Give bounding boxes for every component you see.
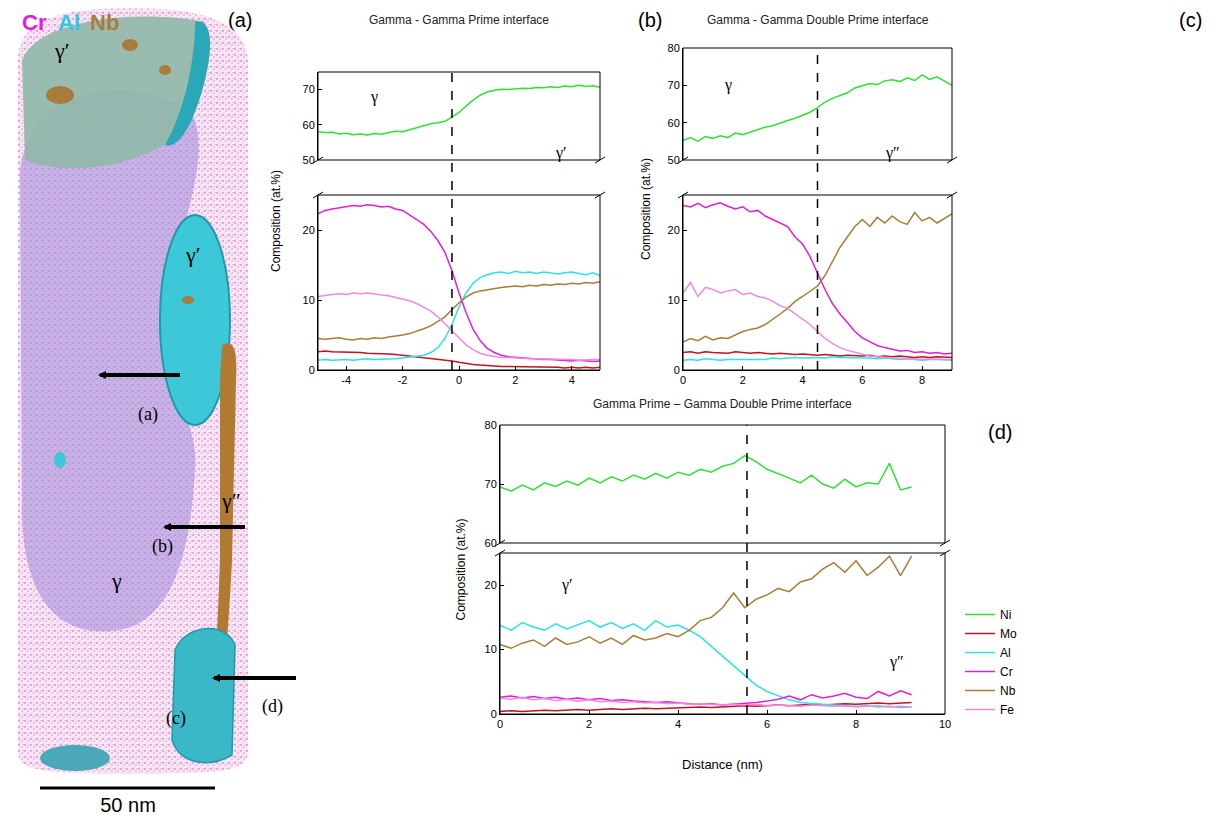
svg-text:70: 70 — [485, 478, 497, 490]
svg-text:(c): (c) — [1179, 9, 1202, 31]
svg-text:-2: -2 — [398, 374, 408, 386]
svg-text:(d): (d) — [262, 696, 283, 717]
svg-text:10: 10 — [303, 294, 315, 306]
svg-text:γ″: γ″ — [885, 144, 900, 162]
svg-text:(b): (b) — [638, 9, 662, 31]
svg-text:80: 80 — [485, 419, 497, 431]
svg-text:20: 20 — [485, 579, 497, 591]
svg-text:2: 2 — [586, 718, 592, 730]
svg-text:0: 0 — [497, 718, 503, 730]
svg-text:8: 8 — [919, 374, 925, 386]
svg-text:Cr: Cr — [22, 10, 47, 35]
svg-text:0: 0 — [309, 364, 315, 376]
svg-text:γ: γ — [111, 568, 122, 593]
svg-text:(a): (a) — [228, 9, 252, 31]
svg-text:50: 50 — [668, 154, 680, 166]
svg-text:-4: -4 — [341, 374, 351, 386]
svg-text:4: 4 — [569, 374, 575, 386]
svg-text:70: 70 — [303, 83, 315, 95]
svg-text:γ′: γ′ — [555, 144, 567, 162]
svg-text:0: 0 — [674, 364, 680, 376]
svg-text:Gamma - Gamma Prime interface: Gamma - Gamma Prime interface — [369, 13, 549, 27]
svg-text:0: 0 — [680, 374, 686, 386]
svg-text:Al: Al — [1000, 646, 1011, 660]
svg-text:60: 60 — [485, 537, 497, 549]
svg-text:Gamma - Gamma Double Prime int: Gamma - Gamma Double Prime interface — [707, 13, 929, 27]
svg-text:6: 6 — [859, 374, 865, 386]
svg-text:Nb: Nb — [90, 10, 119, 35]
svg-text:0: 0 — [491, 708, 497, 720]
svg-text:Composition (at.%): Composition (at.%) — [269, 170, 283, 272]
svg-text:4: 4 — [675, 718, 681, 730]
svg-text:Composition (at.%): Composition (at.%) — [639, 158, 653, 260]
svg-text:γ: γ — [724, 76, 732, 94]
svg-text:10: 10 — [485, 643, 497, 655]
svg-text:20: 20 — [668, 224, 680, 236]
svg-text:Gamma Prime – Gamma Double Pri: Gamma Prime – Gamma Double Prime interfa… — [593, 397, 852, 411]
svg-text:10: 10 — [668, 294, 680, 306]
svg-text:0: 0 — [456, 374, 462, 386]
svg-text:50 nm: 50 nm — [100, 794, 156, 816]
svg-text:(c): (c) — [166, 708, 186, 729]
svg-text:γ′: γ′ — [561, 576, 573, 594]
svg-text:(a): (a) — [138, 404, 158, 425]
svg-text:8: 8 — [853, 718, 859, 730]
svg-text:70: 70 — [668, 79, 680, 91]
svg-text:60: 60 — [668, 117, 680, 129]
svg-text:Ni: Ni — [1000, 608, 1011, 622]
svg-text:10: 10 — [939, 718, 951, 730]
svg-text:2: 2 — [740, 374, 746, 386]
svg-text:60: 60 — [303, 119, 315, 131]
svg-text:γ: γ — [370, 88, 378, 106]
svg-text:20: 20 — [303, 224, 315, 236]
svg-text:Mo: Mo — [1000, 627, 1017, 641]
svg-text:Nb: Nb — [1000, 684, 1016, 698]
svg-text:2: 2 — [512, 374, 518, 386]
svg-text:γ′: γ′ — [54, 38, 70, 63]
svg-text:γ″: γ″ — [889, 653, 904, 671]
svg-text:Fe: Fe — [1000, 703, 1014, 717]
svg-text:Distance (nm): Distance (nm) — [682, 757, 763, 772]
svg-text:γ′: γ′ — [185, 242, 201, 267]
svg-text:Al: Al — [58, 10, 80, 35]
svg-text:γ″: γ″ — [221, 488, 241, 513]
svg-text:4: 4 — [799, 374, 805, 386]
svg-text:50: 50 — [303, 154, 315, 166]
svg-text:Composition (at.%): Composition (at.%) — [454, 518, 468, 620]
svg-text:(b): (b) — [152, 536, 173, 557]
svg-text:Cr: Cr — [1000, 665, 1013, 679]
svg-text:(d): (d) — [988, 421, 1012, 443]
svg-text:6: 6 — [764, 718, 770, 730]
svg-text:80: 80 — [668, 42, 680, 54]
